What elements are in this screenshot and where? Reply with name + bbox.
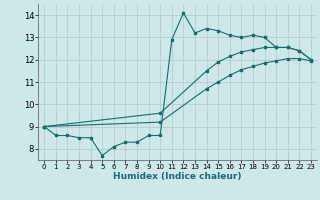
X-axis label: Humidex (Indice chaleur): Humidex (Indice chaleur): [113, 172, 242, 181]
